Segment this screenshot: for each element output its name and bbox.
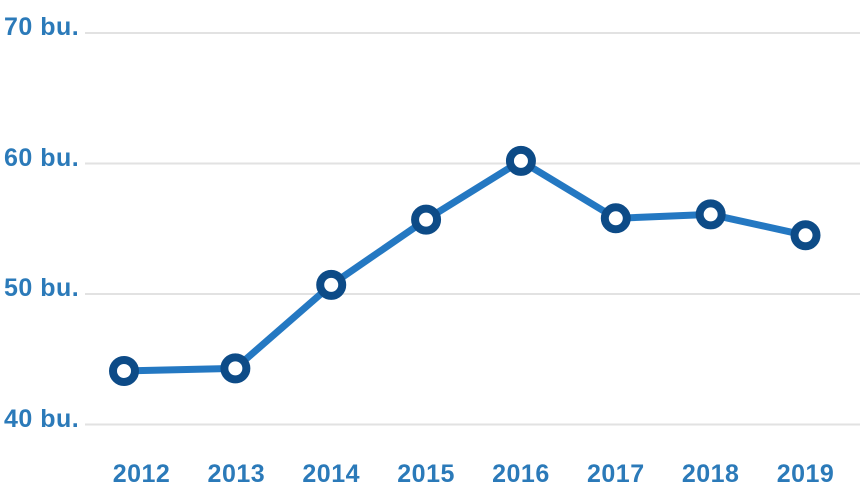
x-tick-label-2015: 2015 [397, 460, 455, 488]
data-line [123, 157, 807, 375]
x-tick-label-2014: 2014 [302, 460, 361, 488]
x-tick-label-2018: 2018 [681, 460, 740, 488]
data-point-2013[interactable] [220, 353, 251, 384]
data-point-2014[interactable] [316, 269, 347, 300]
y-tick-label: 70 bu. [4, 13, 80, 41]
y-tick-label: 50 bu. [4, 274, 80, 302]
data-point-2016[interactable] [505, 145, 536, 176]
y-tick-label: 60 bu. [4, 143, 80, 172]
x-tick-label-2019: 2019 [776, 460, 835, 488]
x-tick-label-2012: 2012 [112, 460, 171, 488]
data-point-2012[interactable] [109, 355, 139, 386]
x-tick-label-2017: 2017 [586, 460, 645, 488]
data-point-2015[interactable] [411, 204, 442, 235]
x-tick-label-2013: 2013 [207, 460, 266, 488]
data-point-2019[interactable] [790, 220, 821, 251]
x-tick-label-2016: 2016 [492, 460, 550, 488]
data-point-2017[interactable] [600, 203, 631, 234]
data-point-2018[interactable] [695, 199, 726, 230]
y-tick-label: 40 bu. [4, 404, 80, 433]
